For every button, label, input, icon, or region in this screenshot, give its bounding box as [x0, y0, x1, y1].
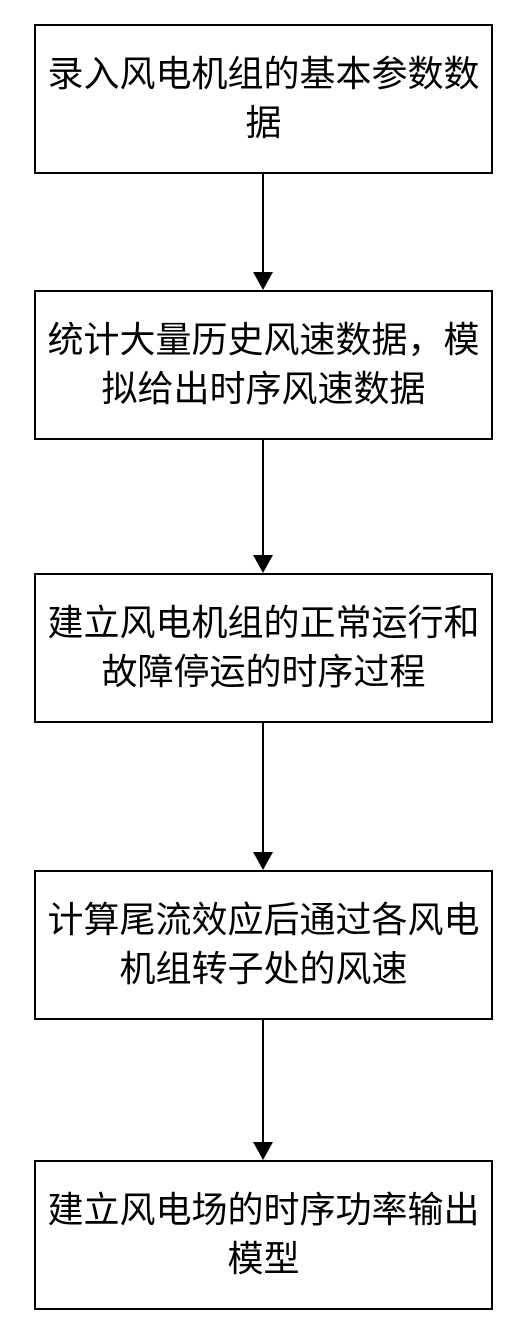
flow-arrow-2 — [253, 440, 273, 573]
arrow-shaft-2 — [262, 440, 264, 555]
flowchart-canvas: 录入风电机组的基本参数数据 统计大量历史风速数据，模拟给出时序风速数据 建立风电… — [0, 0, 528, 1339]
arrow-head-icon — [253, 1142, 273, 1160]
flow-step-4-text: 计算尾流效应后通过各风电机组转子处的风速 — [46, 896, 481, 993]
flow-step-2: 统计大量历史风速数据，模拟给出时序风速数据 — [34, 290, 493, 440]
flow-step-3: 建立风电机组的正常运行和故障停运的时序过程 — [34, 573, 493, 723]
arrow-head-icon — [253, 555, 273, 573]
flow-arrow-4 — [253, 1020, 273, 1160]
flow-step-1: 录入风电机组的基本参数数据 — [34, 24, 493, 174]
arrow-shaft-3 — [262, 723, 264, 852]
flow-step-5-text: 建立风电场的时序功率输出模型 — [46, 1186, 481, 1283]
arrow-head-icon — [253, 852, 273, 870]
flow-step-5: 建立风电场的时序功率输出模型 — [34, 1160, 493, 1310]
flow-arrow-3 — [253, 723, 273, 870]
arrow-shaft-4 — [262, 1020, 264, 1142]
flow-step-1-text: 录入风电机组的基本参数数据 — [46, 50, 481, 147]
flow-step-3-text: 建立风电机组的正常运行和故障停运的时序过程 — [46, 599, 481, 696]
flow-step-4: 计算尾流效应后通过各风电机组转子处的风速 — [34, 870, 493, 1020]
flow-arrow-1 — [253, 174, 273, 290]
arrow-head-icon — [253, 272, 273, 290]
arrow-shaft-1 — [262, 174, 264, 272]
flow-step-2-text: 统计大量历史风速数据，模拟给出时序风速数据 — [46, 316, 481, 413]
